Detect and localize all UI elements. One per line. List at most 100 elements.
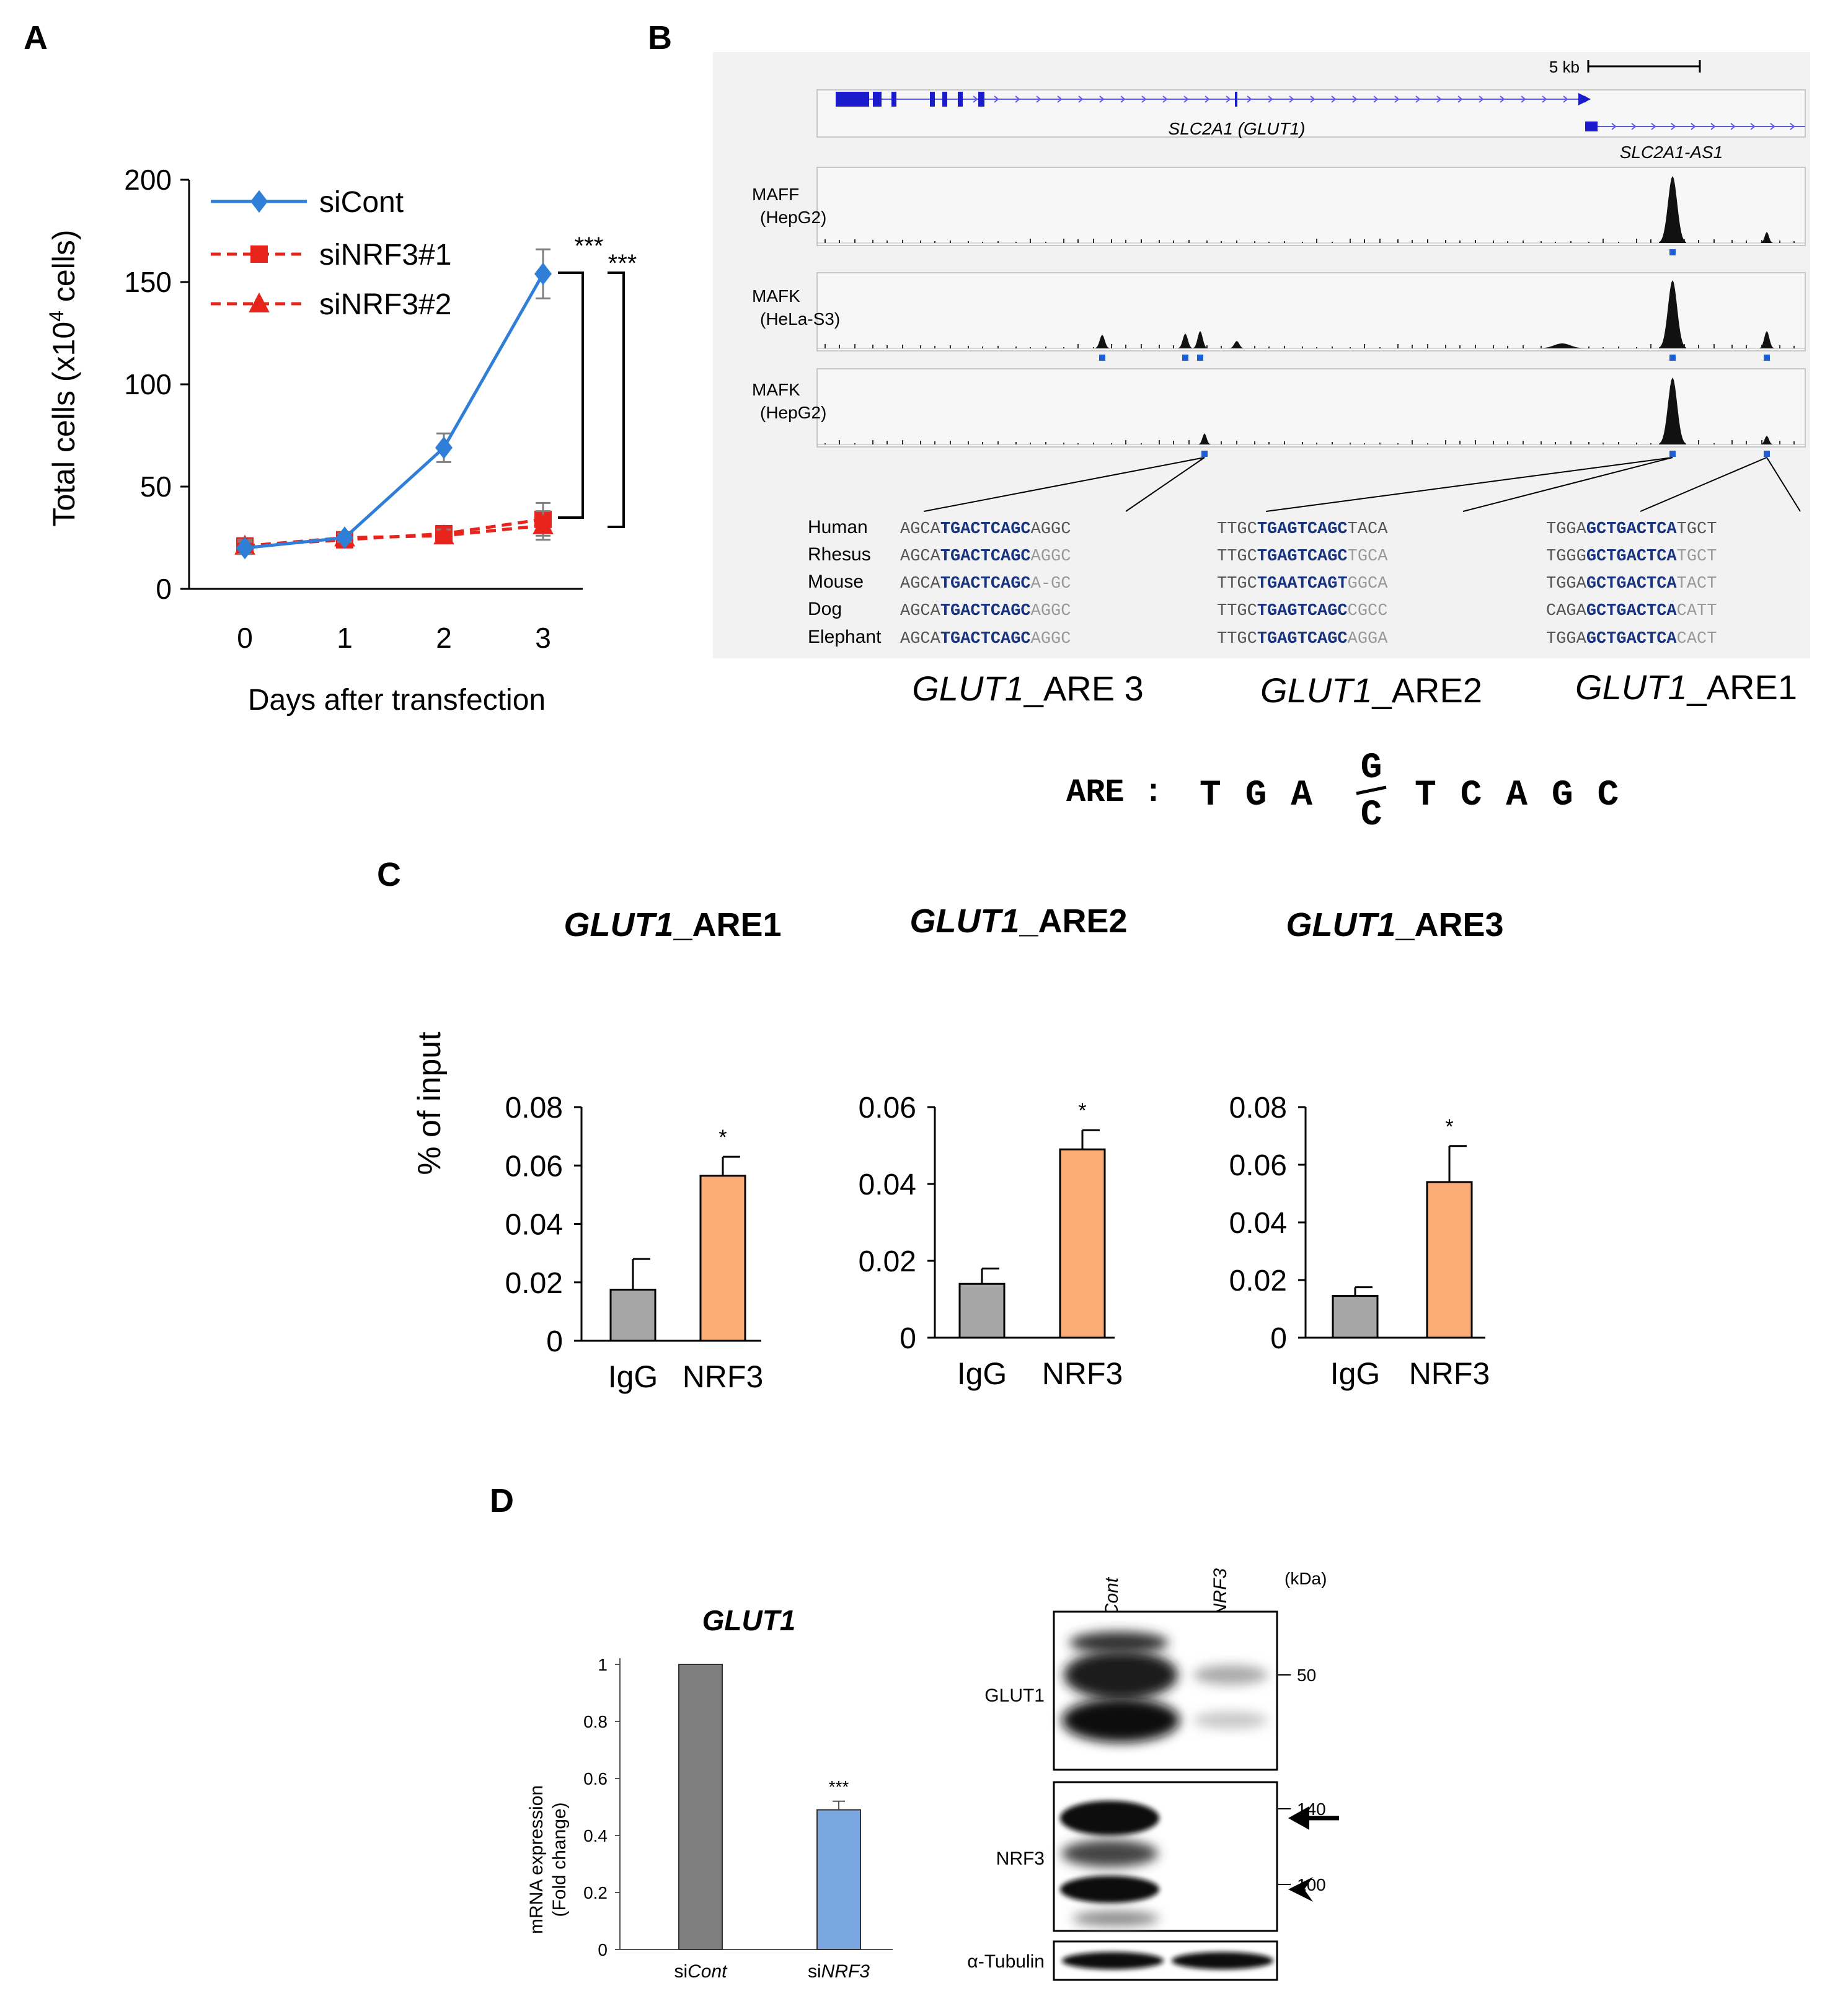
blot-label-nrf3: NRF3 [996, 1848, 1045, 1869]
chip-qpcr-charts: 0 0.02 0.04 0.06 0.08 IgG NRF3 * 0 0.02 0.04 0.06 I… [412, 903, 1504, 1394]
exon [891, 92, 896, 107]
svg-text:ARE :: ARE : [1066, 774, 1163, 811]
bar-NRF3 [699, 1175, 746, 1342]
data-point [534, 262, 552, 285]
scale-bar-label: 5 kb [1549, 58, 1580, 76]
aligned-sequence: AGCATGACTCAGCA-GC [900, 575, 1071, 593]
exon [836, 92, 869, 107]
y-tick-label: 0.04 [505, 1209, 563, 1242]
x-tick-label: NRF3 [1409, 1356, 1490, 1391]
chip-chart-are2: 0 0.02 0.04 0.06 IgG NRF3 * [859, 1092, 1123, 1391]
are1-label: GLUT1_ARE1 [1575, 668, 1797, 707]
chip-peak [1178, 333, 1193, 348]
legend-label: siNRF3#2 [319, 288, 451, 321]
legend-marker [250, 190, 268, 213]
tubulin-bands [1062, 1952, 1273, 1969]
are3-label: GLUT1_ARE 3 [912, 669, 1144, 708]
aligned-sequence: TTGCTGAGTCAGCCGCC [1217, 602, 1387, 620]
y-tick-label: 0.04 [1229, 1207, 1287, 1240]
bar-IgG [609, 1289, 657, 1342]
bar-IgG [958, 1283, 1006, 1339]
bar-NRF3 [1059, 1148, 1106, 1339]
aligned-sequence: TTGCTGAATCAGTGGCA [1217, 575, 1388, 593]
gene2-label: SLC2A1-AS1 [1620, 143, 1723, 162]
x-tick-label: IgG [608, 1359, 658, 1394]
chip-peak [1095, 335, 1110, 348]
chip-track-box [816, 167, 1806, 246]
svg-text:T G A: T G A [1200, 775, 1314, 816]
chart-title-glut1: GLUT1 [702, 1604, 796, 1636]
x-tick-label: NRF3 [683, 1359, 764, 1394]
alignment-are1: TGGAGCTGACTCATGCT TGGGGCTGACTCATGCT TGGAGC… [1546, 520, 1717, 648]
peak-region-marker [1669, 355, 1676, 361]
y-axis-label: % of input [412, 1031, 448, 1175]
bar [816, 1809, 861, 1950]
exon [958, 92, 963, 107]
panel-label-b: B [648, 19, 672, 56]
bar-IgG [1332, 1295, 1379, 1339]
aligned-sequence: TTGCTGAGTCAGCAGGA [1217, 630, 1388, 648]
blot-label-glut1: GLUT1 [984, 1685, 1045, 1706]
peak-region-marker [1201, 451, 1208, 457]
aligned-sequence: TGGAGCTGACTCATACT [1546, 575, 1717, 593]
chip-peak [1659, 176, 1686, 243]
track-label: MAFK [752, 380, 800, 399]
significance-label: * [718, 1126, 727, 1149]
aligned-sequence: AGCATGACTCAGCAGGC [900, 520, 1071, 539]
y-axis-label: Total cells (x104 cells) [45, 229, 81, 526]
aligned-sequence: TGGGGCTGACTCATGCT [1546, 547, 1717, 566]
blot-label-tubulin: α-Tubulin [967, 1951, 1045, 1972]
svg-text:Dog: Dog [808, 599, 842, 619]
marker-50: 50 [1297, 1666, 1316, 1685]
x-tick-label: 2 [436, 622, 452, 654]
chip-peak [1193, 331, 1208, 348]
chip-peak [1659, 280, 1686, 348]
data-point [533, 514, 554, 534]
y-tick-label: 1 [598, 1655, 608, 1674]
y-tick-label: 200 [124, 164, 172, 196]
legend-label: siCont [319, 186, 404, 219]
x-tick-label: 3 [535, 622, 551, 654]
aligned-sequence: TTGCTGAGTCAGCTGCA [1217, 547, 1388, 566]
chip-chart-are1: 0 0.02 0.04 0.06 0.08 IgG NRF3 * [505, 1092, 764, 1394]
y-tick-label: 0.02 [505, 1267, 563, 1300]
y-axis-label: (Fold change) [549, 1802, 570, 1917]
chip-peak [1761, 436, 1773, 444]
panel-label-c: C [377, 856, 401, 893]
significance-label: *** [829, 1777, 849, 1796]
significance-label: * [1445, 1115, 1453, 1139]
peak-region-marker [1182, 355, 1188, 361]
significance-label: *** [575, 232, 604, 260]
legend-marker [250, 245, 268, 263]
chip-peak [1659, 378, 1686, 444]
data-point [433, 524, 454, 545]
svg-text:Elephant: Elephant [808, 627, 882, 647]
y-tick-label: 100 [124, 368, 172, 400]
genome-browser-panel [713, 52, 1810, 658]
track-cell-label: (HepG2) [760, 403, 826, 422]
x-tick-label: 0 [237, 622, 253, 654]
series-line-siCont [244, 273, 545, 550]
exon [942, 92, 947, 107]
chip-track-box [816, 368, 1806, 448]
alignment-are3: AGCATGACTCAGCAGGC AGCATGACTCAGCAGGC AGCATG… [900, 520, 1071, 648]
western-blot: siCont siNRF3 (kDa) GLUT1 50 NRF3 140 10… [967, 1568, 1339, 1981]
y-tick-label: 0 [900, 1322, 916, 1355]
exon [873, 92, 882, 107]
aligned-sequence: AGCATGACTCAGCAGGC [900, 547, 1071, 566]
chart-title-are2: GLUT1_ARE2 [909, 903, 1127, 940]
y-tick-label: 0.06 [859, 1092, 916, 1124]
y-tick-label: 0 [598, 1940, 608, 1959]
data-point [435, 436, 453, 459]
y-tick-label: 150 [124, 266, 172, 298]
significance-label: * [1078, 1099, 1086, 1123]
species-list: Human Rhesus Mouse Dog Elephant [808, 517, 882, 647]
peak-region-marker [1669, 451, 1676, 457]
peak-region-marker [1099, 355, 1105, 361]
genome-browser-tracks: 5 kb SLC2A1 (GLUT1) SLC2A1-AS1 MAFF (Hep… [752, 58, 1806, 831]
chart-title-are3: GLUT1_ARE3 [1286, 906, 1503, 943]
nrf3-bands [1060, 1801, 1159, 1926]
significance-bracket [558, 272, 584, 519]
y-tick-label: 0.2 [583, 1883, 608, 1902]
arrowhead-icon [1288, 1877, 1313, 1902]
